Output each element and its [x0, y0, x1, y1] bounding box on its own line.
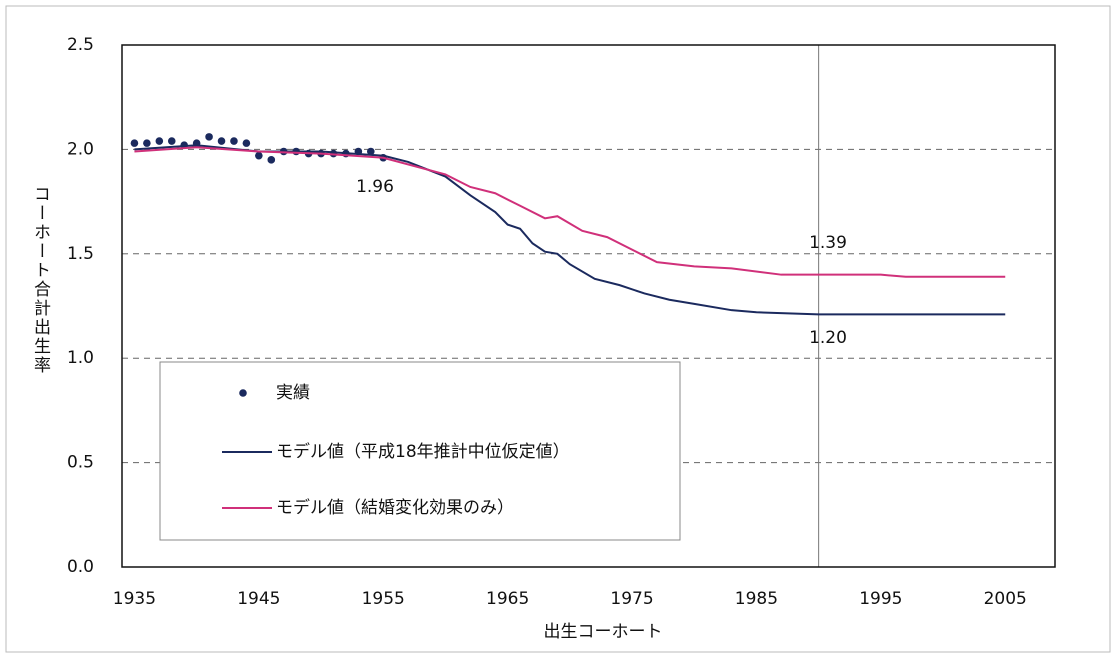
- plot-area: [121, 44, 1056, 568]
- legend-label: 実績: [276, 383, 310, 403]
- annotation: 1.96: [356, 177, 394, 197]
- x-tick-label: 1935: [113, 589, 156, 609]
- data-point: [242, 139, 251, 147]
- data-point: [230, 137, 238, 145]
- data-point: [143, 139, 151, 147]
- series-line: [134, 146, 1006, 278]
- y-tick-label: 1.5: [67, 244, 94, 264]
- data-point: [205, 133, 213, 141]
- annotation: 1.39: [809, 233, 847, 253]
- x-tick-label: 1995: [859, 589, 902, 609]
- y-tick-label: 0.5: [67, 453, 94, 473]
- legend-label: モデル値（平成18年推計中位仮定値）: [276, 441, 570, 462]
- x-tick-label: 1945: [237, 589, 280, 609]
- x-tick-label: 1965: [486, 589, 529, 609]
- x-tick-label: 1975: [610, 589, 653, 609]
- data-point: [267, 156, 276, 164]
- y-axis-label: コーホート合計出生率: [30, 185, 51, 375]
- annotation: 1.20: [809, 328, 847, 348]
- x-tick-label: 1955: [362, 589, 405, 609]
- y-tick-label: 2.5: [67, 35, 94, 55]
- data-point: [167, 137, 176, 145]
- y-tick-label: 1.0: [67, 348, 94, 368]
- data-point: [255, 151, 263, 160]
- data-point: [367, 147, 375, 156]
- series-line: [134, 144, 1006, 316]
- frame: [5, 5, 1111, 653]
- y-tick-label: 0.0: [67, 557, 94, 577]
- x-tick-label: 2005: [984, 589, 1027, 609]
- y-tick-label: 2.0: [67, 139, 94, 159]
- data-point: [217, 137, 226, 145]
- x-axis-label: 出生コーホート: [544, 622, 663, 642]
- data-point: [155, 137, 164, 145]
- legend-marker: [239, 389, 247, 397]
- x-tick-label: 1985: [735, 589, 778, 609]
- data-point: [130, 139, 139, 147]
- legend-label: モデル値（結婚変化効果のみ）: [276, 497, 514, 518]
